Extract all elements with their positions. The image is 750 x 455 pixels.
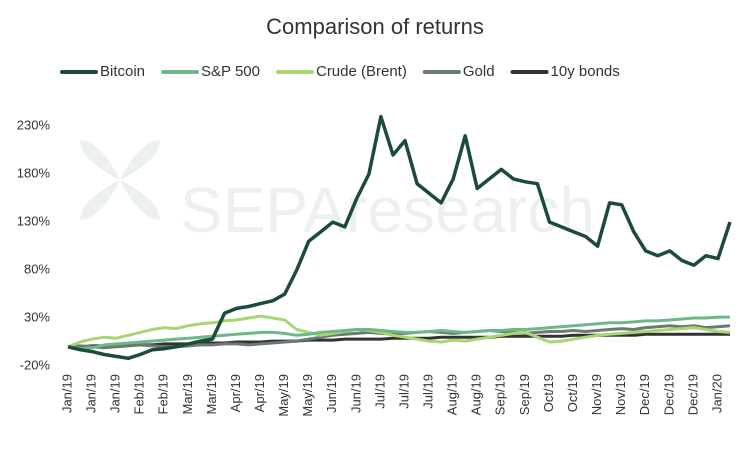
x-tick-label: Jun/19 xyxy=(348,374,363,413)
legend-label: S&P 500 xyxy=(201,63,260,80)
x-tick-label: Dec/19 xyxy=(637,374,652,415)
line-series xyxy=(67,114,732,361)
chart-title: Comparison of returns xyxy=(266,14,484,39)
legend-label: Crude (Brent) xyxy=(316,63,407,80)
legend-label: Gold xyxy=(463,63,495,80)
y-tick-label: 180% xyxy=(17,166,51,181)
x-tick-label: Feb/19 xyxy=(156,374,171,414)
x-tick-label: Jul/19 xyxy=(396,374,411,409)
y-tick-label: 130% xyxy=(17,214,51,229)
x-tick-label: Apr/19 xyxy=(228,374,243,412)
x-tick-label: Jan/19 xyxy=(108,374,123,413)
x-tick-label: Dec/19 xyxy=(661,374,676,415)
x-tick-label: Apr/19 xyxy=(252,374,267,412)
x-tick-label: Jun/19 xyxy=(324,374,339,413)
x-tick-label: Aug/19 xyxy=(469,374,484,415)
watermark-logo xyxy=(80,140,160,220)
x-tick-label: Feb/19 xyxy=(132,374,147,414)
y-tick-label: -20% xyxy=(20,357,51,372)
x-tick-label: Jul/19 xyxy=(421,374,436,409)
watermark: SEPAresearch xyxy=(180,174,595,246)
x-tick-label: Sep/19 xyxy=(517,374,532,415)
x-tick-label: Jan/20 xyxy=(709,374,724,413)
legend-label: 10y bonds xyxy=(551,63,620,80)
x-tick-label: Oct/19 xyxy=(565,374,580,412)
y-tick-label: 80% xyxy=(24,262,50,277)
line-series xyxy=(68,332,730,349)
x-tick-label: Nov/19 xyxy=(589,374,604,415)
line-series xyxy=(67,315,730,351)
x-tick-label: Jul/19 xyxy=(372,374,387,409)
y-tick-label: 30% xyxy=(24,309,50,324)
x-tick-label: Nov/19 xyxy=(613,374,628,415)
x-tick-label: May/19 xyxy=(276,374,291,417)
x-tick-label: Sep/19 xyxy=(493,374,508,415)
x-tick-label: Mar/19 xyxy=(180,374,195,414)
line-series xyxy=(67,314,731,349)
x-tick-label: Dec/19 xyxy=(685,374,700,415)
x-tick-label: Mar/19 xyxy=(204,374,219,414)
x-tick-label: May/19 xyxy=(300,374,315,417)
x-tick-label: Oct/19 xyxy=(541,374,556,412)
legend-label: Bitcoin xyxy=(100,63,145,80)
x-tick-label: Jan/19 xyxy=(84,374,99,413)
x-tick-label: Jan/19 xyxy=(59,374,74,413)
x-tick-label: Aug/19 xyxy=(445,374,460,415)
y-tick-label: 230% xyxy=(17,118,51,133)
